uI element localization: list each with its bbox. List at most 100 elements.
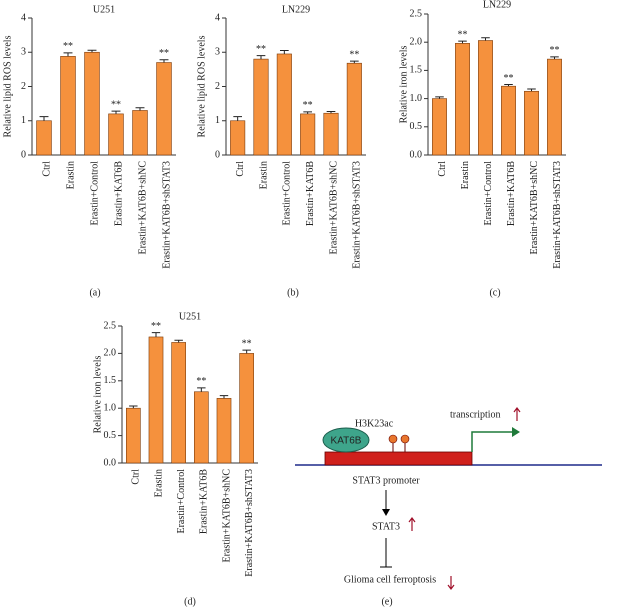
acetyl-mark (400, 434, 410, 444)
error-bar (504, 84, 513, 87)
significance: ** (196, 376, 206, 387)
x-tick-label: Erastin+KAT6B (113, 161, 124, 226)
bar (194, 391, 209, 464)
x-tick-label: Erastin (258, 161, 269, 189)
x-tick-label: Erastin+KAT6B+shNC (221, 469, 232, 563)
error-bar (151, 332, 161, 337)
panel-label: (a) (89, 287, 100, 298)
error-bar (174, 339, 183, 343)
x-tick-label: Erastin+KAT6B (305, 161, 316, 226)
bar-chart: 0.0 0.5 1.0 1.5 2.0 2.5 U251 Relative iron leve… (92, 311, 258, 607)
y-axis-label: Relative iron levels (92, 356, 103, 434)
x-tick-label: Erastin+Control (282, 161, 293, 226)
error-bar (303, 111, 313, 114)
significance: ** (151, 321, 161, 332)
x-tick-label: Erastin+Control (89, 161, 100, 226)
bar-chart: 0 1 2 3 4 U251 Relative lipid ROS levels (a) Ctr… (2, 4, 176, 298)
bar (300, 113, 316, 156)
x-tick-label: Erastin (460, 161, 471, 189)
bar (253, 58, 269, 156)
y-tick-label: 1 (21, 115, 26, 126)
y-tick-label: 0.0 (104, 457, 117, 468)
diagram: KAT6B H3K23ac transcription STAT3 promot… (295, 407, 602, 607)
y-tick-label: 1.0 (410, 93, 423, 104)
x-tick-label: Erastin+KAT6B (199, 469, 210, 534)
error-bar (159, 59, 169, 63)
outcome-label: Glioma cell ferroptosis (344, 574, 436, 585)
error-bar (39, 116, 49, 121)
bar (132, 110, 148, 156)
error-bar (135, 107, 145, 111)
bar (346, 62, 362, 156)
x-tick-label: Ctrl (41, 161, 52, 177)
error-bar (527, 88, 536, 92)
y-tick-label: 0 (215, 149, 220, 160)
x-tick-label: Erastin+KAT6B+shSTAT3 (244, 469, 255, 577)
x-tick-label: Erastin+Control (176, 469, 187, 534)
x-tick-label: Erastin+KAT6B+shNC (137, 161, 148, 255)
bar (432, 98, 447, 156)
y-tick-label: 2.0 (410, 36, 423, 47)
bar (501, 85, 516, 156)
bar (171, 342, 186, 464)
bar (230, 120, 246, 156)
y-tick-label: 0.5 (410, 121, 423, 132)
error-bar (242, 349, 251, 354)
significance: ** (63, 41, 73, 52)
up-arrow (513, 407, 521, 421)
significance: ** (111, 99, 121, 110)
error-bar (435, 96, 444, 99)
significance: ** (349, 49, 359, 60)
x-tick-label: Erastin+KAT6B+shNC (328, 161, 339, 255)
significance: ** (303, 100, 313, 111)
error-bar (63, 52, 73, 57)
y-tick-label: 3 (21, 47, 26, 58)
bar (126, 407, 141, 464)
bar (478, 40, 493, 156)
error-bar (326, 111, 336, 114)
error-bar (256, 55, 266, 60)
panel-label: (c) (489, 287, 500, 298)
y-tick-label: 4 (215, 12, 220, 23)
y-tick-label: 4 (21, 12, 26, 23)
significance: ** (242, 338, 252, 349)
y-tick-label: 0.5 (104, 430, 117, 441)
error-bar (233, 116, 243, 121)
error-bar (87, 49, 97, 53)
arrow-head (512, 427, 520, 437)
bar (323, 112, 339, 156)
x-tick-label: Ctrl (437, 161, 448, 177)
x-tick-label: Erastin (153, 469, 164, 497)
chart-title: U251 (93, 4, 115, 15)
error-bar (111, 110, 121, 114)
bar (524, 90, 539, 156)
error-bar (129, 405, 138, 409)
significance: ** (256, 44, 266, 55)
x-tick-label: Erastin (65, 161, 76, 189)
bar (108, 113, 124, 156)
y-tick-label: 2 (21, 81, 26, 92)
y-tick-label: 2.0 (104, 348, 117, 359)
bar (84, 51, 100, 156)
transcription-arrow (471, 431, 512, 452)
error-bar (458, 40, 467, 44)
x-tick-label: Erastin+KAT6B+shNC (529, 161, 540, 255)
x-tick-label: Ctrl (131, 469, 142, 485)
panel-label: (e) (381, 596, 392, 607)
bar (276, 53, 292, 156)
arrow-head (382, 509, 390, 516)
error-bar (197, 387, 206, 392)
bar (36, 120, 52, 156)
error-bar (550, 56, 559, 60)
y-tick-label: 1.5 (410, 65, 423, 76)
bar (148, 336, 164, 464)
acetyl-mark (388, 434, 398, 444)
bar (60, 56, 76, 156)
x-tick-label: Erastin+KAT6B+shSTAT3 (552, 161, 563, 269)
x-tick-label: Erastin+Control (483, 161, 494, 226)
bar-chart: 0.0 0.5 1.0 1.5 2.0 2.5 LN229 Relative iron lev… (398, 0, 566, 298)
y-axis-label: Relative lipid ROS levels (2, 35, 13, 137)
y-tick-label: 2.5 (104, 320, 117, 331)
stat3-label: STAT3 (372, 521, 400, 532)
